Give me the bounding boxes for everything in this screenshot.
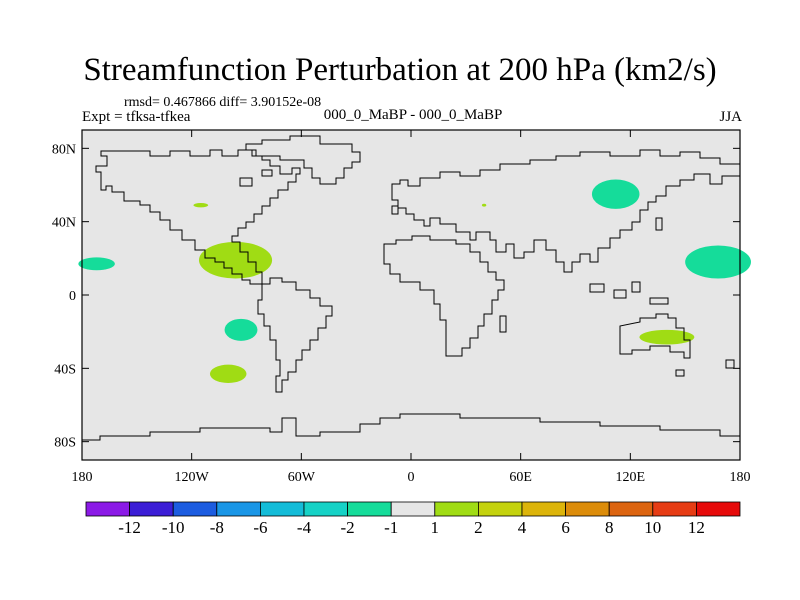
anomaly-southeast-pacific-negative [224,318,258,341]
coastline-indonesia [589,281,669,305]
colorbar-swatch [259,501,305,517]
colorbar-swatch [347,501,392,517]
subtitle: 000_0_MaBP - 000_0_MaBP [323,107,503,123]
colorbar-label: 12 [688,518,705,537]
colorbar-label: 4 [518,518,527,537]
colorbar-swatch [172,501,218,517]
experiment-label: Expt = tfksa-tfkea [82,109,191,125]
map-plot-area [82,130,740,460]
colorbar-swatch [565,501,610,517]
colorbar-label: -10 [162,518,185,537]
anomaly-australia-positive [639,329,695,345]
lon-tick-label: 60W [288,470,316,485]
colorbar-label: -12 [118,518,141,537]
colorbar-label: 8 [605,518,614,537]
colorbar-swatch [608,501,654,517]
coastline-africa [383,235,505,357]
anomaly-gulf-of-mexico-positive-core [231,252,262,268]
anomaly-east-asia-negative [591,179,640,209]
lat-tick-label: 0 [69,289,76,304]
coastline-japan [655,217,663,231]
coastline-eurasia [391,149,741,273]
coastline-canadian-islands [239,169,273,187]
colorbar-swatch [216,501,261,517]
lat-tick-label: 80N [52,142,76,157]
colorbar-label: -4 [297,518,312,537]
colorbar-swatch [521,501,566,517]
colorbar-swatch [434,501,479,517]
colorbar-label: -2 [341,518,355,537]
stats-text: rmsd= 0.467866 diff= 3.90152e-08 [124,95,322,110]
colorbar-swatch [477,501,523,517]
lon-tick-label: 120W [175,470,210,485]
colorbar-label: -1 [384,518,398,537]
coastline-australia [619,313,691,359]
lon-tick-label: 180 [72,470,93,485]
coastline-greenland [245,135,361,185]
colorbar-swatch [129,501,174,517]
colorbar-label: 10 [644,518,661,537]
colorbar-label: 1 [431,518,440,537]
colorbar-swatch [85,501,130,517]
colorbar-label: 6 [561,518,570,537]
lat-tick-label: 40N [52,216,76,231]
coastline-antarctica [82,413,740,441]
lon-tick-label: 180 [730,470,751,485]
anomaly-west-pacific-negative [685,245,751,279]
map-axes: 80N 40N 0 40S 80S 180 120W 60W 0 60E 120E 180 [52,130,751,485]
colorbar: -12 -10 -8 -6 -4 -2 -1 1 2 4 6 8 10 12 [85,501,741,537]
colorbar-label: -8 [210,518,224,537]
season-label: JJA [719,109,742,125]
colorbar-label: 2 [474,518,483,537]
lon-tick-label: 60E [509,470,532,485]
lon-tick-label: 0 [408,470,415,485]
coastline-south-america [257,277,333,393]
anomaly-africa-tiny-positive [481,203,487,207]
chart-title: Streamfunction Perturbation at 200 hPa (… [83,52,717,88]
coastlines [82,135,741,441]
anomaly-north-pacific-small-positive [193,202,209,208]
colorbar-swatch [390,501,436,517]
lat-tick-label: 80S [54,436,76,451]
anomaly-central-pacific-negative [78,257,115,271]
colorbar-label: -6 [253,518,267,537]
anomaly-south-pacific-positive [209,364,247,384]
colorbar-swatch [303,501,348,517]
colorbar-swatch [696,501,741,517]
anomaly-shading-layer [78,179,751,384]
lat-tick-label: 40S [54,362,76,377]
coastline-britain [391,205,399,215]
lon-tick-label: 120E [616,470,646,485]
coastline-madagascar [499,315,507,333]
colorbar-swatch [652,501,697,517]
